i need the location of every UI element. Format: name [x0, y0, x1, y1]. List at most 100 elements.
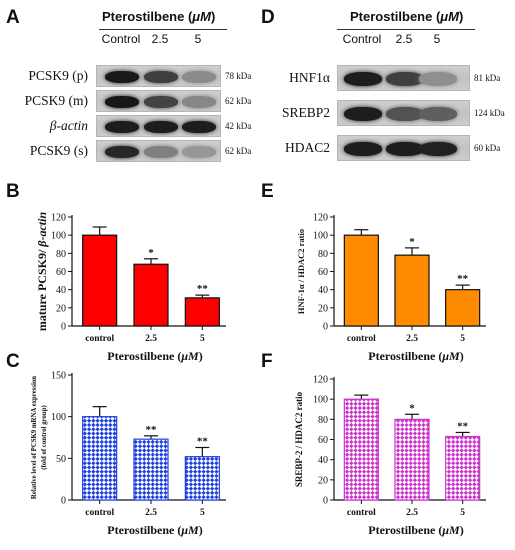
blot-band-a-1-0 [105, 96, 139, 108]
blot-band-a-1-1 [144, 96, 178, 108]
y-tick-label-b-0: 0 [61, 322, 66, 333]
significance-label-e-2: ** [457, 273, 469, 285]
y-tick-label-f-6: 120 [313, 375, 328, 386]
lane-label-d-1: 2.5 [395, 32, 413, 46]
blot-row-label-a-1: PCSK9 (m) [24, 93, 88, 108]
blot-row-label-a-2: β-actin [49, 118, 88, 133]
blot-strip-d-0 [337, 65, 470, 91]
chart-c: 0 50 100 150 control 2.5 ** 5 ** Pterostilbene (μ… [31, 371, 226, 537]
blot-strip-d-1 [337, 100, 470, 126]
bar-e-2 [445, 289, 481, 327]
blot-band-d-2-1 [386, 142, 424, 156]
x-tick-label-e-1: 2.5 [406, 334, 418, 344]
x-tick-label-e-0: control [347, 334, 376, 344]
kda-label-a-0: 78 kDa [225, 70, 252, 81]
panel-letter-c: C [6, 351, 20, 372]
y-tick-label-f-2: 40 [318, 455, 328, 466]
y-tick-label-e-0: 0 [323, 322, 328, 333]
x-tick-label-c-0: control [85, 508, 114, 518]
blot-band-a-0-0 [105, 71, 139, 83]
y-axis-label-e: HNF-1α / HDAC2 ratio [296, 229, 306, 314]
y-axis-label-c-0: Relative level of PCSK9 mRNA expression [31, 376, 38, 499]
y-tick-label-b-4: 80 [56, 249, 66, 260]
y-tick-label-e-6: 120 [313, 213, 328, 224]
y-axis-label-c-1: (fold of control group) [41, 405, 48, 470]
x-axis-label-b: Pterostilbene (μM) [107, 349, 202, 363]
blot-d-title: Pterostilbene (μM) [350, 9, 463, 24]
kda-label-d-2: 60 kDa [474, 142, 501, 153]
x-tick-label-b-0: control [85, 334, 114, 344]
blot-a-title-prefix: Pterostilbene ( [102, 9, 193, 24]
blot-strip-a-3 [96, 140, 221, 162]
blot-strip-a-0 [96, 65, 221, 87]
y-axis-label-f: SREBP-2 / HDAC2 ratio [294, 391, 304, 487]
y-tick-label-f-5: 100 [313, 395, 328, 406]
y-tick-label-c-2: 100 [51, 412, 66, 423]
blot-band-d-0-2 [419, 72, 457, 86]
blot-row-label-d-0: HNF1α [289, 70, 330, 85]
blot-a-rule [99, 29, 227, 30]
bar-c-1 [133, 438, 169, 501]
blot-band-a-3-2 [182, 146, 216, 158]
lane-label-d-2: 5 [433, 32, 441, 46]
panel-letter-e: E [261, 181, 274, 202]
kda-label-a-1: 62 kDa [225, 95, 252, 106]
y-axis-label-b: mature PCSK9/ β-actin [35, 212, 49, 332]
bar-f-0 [343, 398, 379, 501]
blot-a-title: Pterostilbene (μM) [102, 9, 215, 24]
significance-label-c-2: ** [197, 436, 209, 448]
x-axis-label-c: Pterostilbene (μM) [107, 523, 202, 537]
x-tick-label-f-2: 5 [460, 508, 465, 518]
blot-row-label-a-3: PCSK9 (s) [29, 143, 88, 158]
x-tick-label-c-2: 5 [200, 508, 205, 518]
blot-a-title-unit: μM [192, 9, 211, 24]
significance-label-f-1: * [409, 402, 415, 414]
blot-strip-a-1 [96, 90, 221, 112]
blot-band-a-3-0 [105, 146, 139, 158]
blot-band-d-2-2 [419, 142, 457, 156]
kda-label-d-0: 81 kDa [474, 72, 501, 83]
y-tick-label-b-5: 100 [51, 231, 66, 242]
bar-e-1 [394, 254, 430, 327]
lane-label-a-0: Control [101, 32, 141, 46]
bar-f-2 [445, 435, 481, 501]
blot-a-title-suffix: ) [210, 9, 216, 24]
y-tick-label-e-4: 80 [318, 249, 328, 260]
significance-label-b-1: * [148, 247, 154, 259]
y-tick-label-b-2: 40 [56, 285, 66, 296]
bar-b-1 [133, 263, 169, 327]
blot-band-a-2-2 [182, 121, 216, 133]
kda-label-a-3: 62 kDa [225, 145, 252, 156]
x-tick-label-e-2: 5 [460, 334, 465, 344]
blot-band-d-1-2 [419, 107, 457, 121]
lane-label-d-0: Control [342, 32, 382, 46]
chart-f: 0 20 40 60 80 100 120 control 2.5 * 5 ** Pterostilbe… [294, 375, 486, 537]
y-tick-label-f-4: 80 [318, 415, 328, 426]
lane-label-a-2: 5 [194, 32, 202, 46]
bar-c-0 [82, 416, 118, 501]
blot-d-rule [337, 29, 475, 30]
significance-label-c-1: ** [146, 424, 158, 436]
y-tick-label-c-0: 0 [61, 496, 66, 507]
blot-band-d-2-0 [344, 142, 382, 156]
chart-e: 0 20 40 60 80 100 120 control 2.5 * 5 ** Pterostilbe… [296, 213, 486, 363]
blot-band-d-1-0 [344, 107, 382, 121]
significance-label-f-2: ** [457, 420, 469, 432]
blot-d-title-suffix: ) [458, 9, 464, 24]
panel-letter-f: F [261, 351, 273, 372]
x-tick-label-f-1: 2.5 [406, 508, 418, 518]
x-tick-label-c-1: 2.5 [145, 508, 157, 518]
y-tick-label-c-1: 50 [56, 454, 66, 465]
blot-band-a-2-1 [144, 121, 178, 133]
blot-band-d-0-1 [386, 72, 424, 86]
bar-c-2 [184, 456, 220, 501]
kda-label-d-1: 124 kDa [474, 107, 505, 118]
blot-row-label-d-1: SREBP2 [281, 105, 330, 120]
blot-band-a-0-1 [144, 71, 178, 83]
blot-band-a-0-2 [182, 71, 216, 83]
lane-label-a-1: 2.5 [151, 32, 169, 46]
kda-label-a-2: 42 kDa [225, 120, 252, 131]
chart-b: 0 20 40 60 80 100 120 control 2.5 * 5 ** Pterostilbe… [35, 212, 226, 363]
panel-letter-a: A [6, 7, 20, 28]
